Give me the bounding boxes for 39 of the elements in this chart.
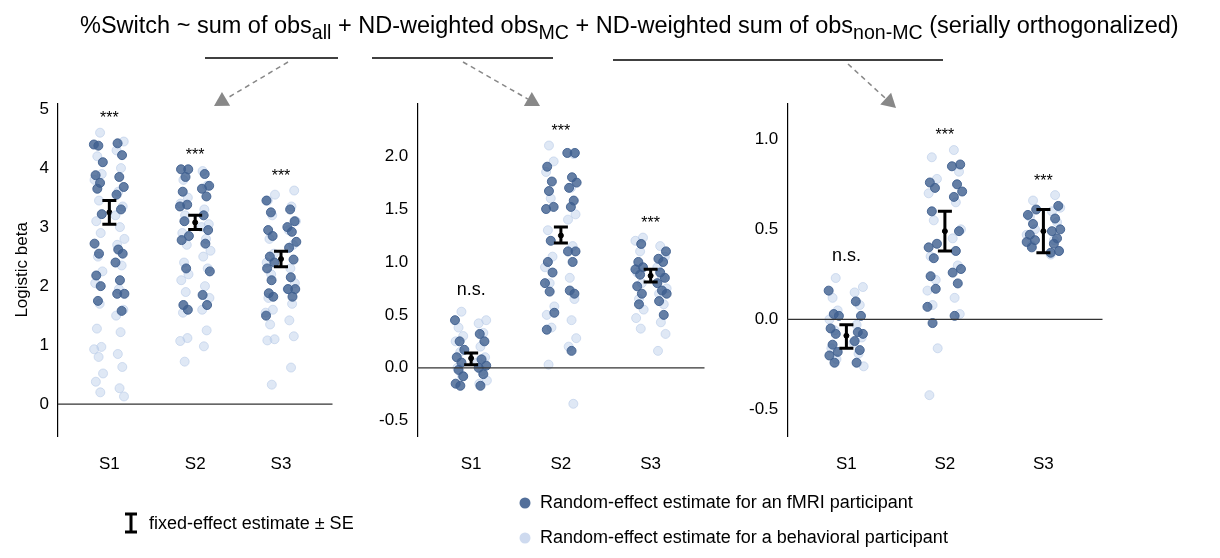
y-tick-label: 1.0 bbox=[754, 128, 779, 148]
y-tick-label: 0.5 bbox=[384, 304, 409, 324]
text: %Switch ~ sum of obs$_{all}$ + ND-weighted obs$_{MC}$ + ND-weighted sum of obs$_{non-MC}$ (serially orthogonalized) bbox=[80, 12, 1180, 44]
annotation: *** bbox=[935, 126, 955, 144]
y-tick-label: 2 bbox=[39, 275, 49, 295]
legend-label: Random-effect estimate for an fMRI participant bbox=[540, 492, 913, 513]
y-tick-label: 2.0 bbox=[384, 145, 409, 165]
annotation: n.s. bbox=[456, 278, 486, 299]
annotation: *** bbox=[551, 121, 571, 139]
annotation: *** bbox=[185, 145, 205, 163]
annotation: *** bbox=[641, 214, 660, 232]
y-tick-label: 1.0 bbox=[384, 251, 409, 271]
legend-label: fixed-effect estimate ± SE bbox=[149, 512, 354, 534]
annotation: n.s. bbox=[831, 244, 861, 265]
x-tick-label: S2 bbox=[550, 454, 572, 474]
y-tick-label: 1 bbox=[39, 334, 49, 354]
x-tick-label: S1 bbox=[98, 454, 120, 474]
annotation: *** bbox=[100, 109, 119, 127]
y-tick-label: 0.0 bbox=[754, 309, 779, 329]
x-tick-label: S1 bbox=[836, 454, 857, 474]
y-tick-label: 0.5 bbox=[754, 219, 779, 239]
x-tick-label: S2 bbox=[184, 454, 206, 474]
y-tick-label: -0.5 bbox=[379, 410, 409, 430]
x-tick-label: S3 bbox=[640, 454, 662, 474]
annotation: *** bbox=[271, 166, 291, 184]
x-tick-label: S3 bbox=[270, 454, 292, 474]
annotation: *** bbox=[1034, 171, 1053, 189]
y-tick-label: 4 bbox=[39, 157, 49, 177]
y-axis-title: Logistic beta bbox=[11, 221, 31, 318]
y-tick-label: 0.0 bbox=[384, 357, 409, 377]
y-tick-label: 3 bbox=[39, 216, 49, 236]
legend-label: Random-effect estimate for a behavioral participant bbox=[540, 527, 948, 548]
y-tick-label: 1.5 bbox=[384, 198, 409, 218]
x-tick-label: S2 bbox=[934, 454, 956, 474]
y-tick-label: -0.5 bbox=[749, 399, 779, 419]
x-tick-label: S3 bbox=[1033, 454, 1054, 474]
y-tick-label: 0 bbox=[39, 393, 49, 413]
y-tick-label: 5 bbox=[39, 98, 49, 118]
x-tick-label: S1 bbox=[460, 454, 482, 474]
